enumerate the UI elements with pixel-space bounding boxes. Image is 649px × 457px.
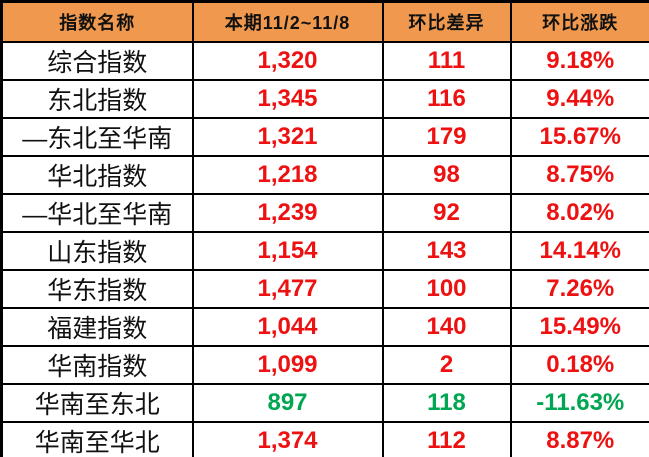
change-value-cell: 15.49% — [509, 306, 649, 347]
current-value-cell: 897 — [191, 382, 384, 423]
change-value-cell: 14.14% — [509, 230, 649, 271]
change-value-cell: 8.75% — [509, 154, 649, 195]
table-row: 山东指数 1,154 143 14.14% — [0, 230, 649, 271]
table-row: —华北至华南 1,239 92 8.02% — [0, 192, 649, 233]
current-value-cell: 1,374 — [191, 420, 384, 457]
col-header-current-period: 本期11/2~11/8 — [191, 0, 384, 43]
current-value-cell: 1,218 — [191, 154, 384, 195]
index-name-cell: 华北指数 — [0, 154, 194, 195]
table-row: —东北至华南 1,321 179 15.67% — [0, 116, 649, 157]
current-value-cell: 1,099 — [191, 344, 384, 385]
diff-value-cell: 116 — [381, 78, 512, 119]
table-row: 华南至东北 897 118 -11.63% — [0, 382, 649, 423]
index-name-cell: 福建指数 — [0, 306, 194, 347]
index-name-cell: 华南至华北 — [0, 420, 194, 457]
col-header-mom-diff: 环比差异 — [381, 0, 512, 43]
table-body: 综合指数 1,320 111 9.18% 东北指数 1,345 116 9.44% —东北至华南… — [0, 40, 649, 457]
diff-value-cell: 92 — [381, 192, 512, 233]
diff-value-cell: 111 — [381, 40, 512, 81]
current-value-cell: 1,239 — [191, 192, 384, 233]
current-value-cell: 1,154 — [191, 230, 384, 271]
diff-value-cell: 2 — [381, 344, 512, 385]
change-value-cell: 0.18% — [509, 344, 649, 385]
table-row: 东北指数 1,345 116 9.44% — [0, 78, 649, 119]
index-name-cell: 综合指数 — [0, 40, 194, 81]
index-name-cell: 华南至东北 — [0, 382, 194, 423]
index-name-cell: —华北至华南 — [0, 192, 194, 233]
diff-value-cell: 179 — [381, 116, 512, 157]
change-value-cell: 9.44% — [509, 78, 649, 119]
diff-value-cell: 143 — [381, 230, 512, 271]
index-name-cell: —东北至华南 — [0, 116, 194, 157]
col-header-index-name: 指数名称 — [0, 0, 194, 43]
table-header: 指数名称 本期11/2~11/8 环比差异 环比涨跌 — [0, 0, 649, 43]
index-name-cell: 华南指数 — [0, 344, 194, 385]
table-row: 福建指数 1,044 140 15.49% — [0, 306, 649, 347]
diff-value-cell: 118 — [381, 382, 512, 423]
current-value-cell: 1,477 — [191, 268, 384, 309]
table-row: 华南至华北 1,374 112 8.87% — [0, 420, 649, 457]
change-value-cell: 8.87% — [509, 420, 649, 457]
diff-value-cell: 100 — [381, 268, 512, 309]
col-header-mom-change: 环比涨跌 — [509, 0, 649, 43]
change-value-cell: 15.67% — [509, 116, 649, 157]
index-name-cell: 山东指数 — [0, 230, 194, 271]
current-value-cell: 1,320 — [191, 40, 384, 81]
change-value-cell: 8.02% — [509, 192, 649, 233]
table-row: 华北指数 1,218 98 8.75% — [0, 154, 649, 195]
current-value-cell: 1,044 — [191, 306, 384, 347]
diff-value-cell: 98 — [381, 154, 512, 195]
table-row: 华东指数 1,477 100 7.26% — [0, 268, 649, 309]
change-value-cell: -11.63% — [509, 382, 649, 423]
index-name-cell: 华东指数 — [0, 268, 194, 309]
current-value-cell: 1,345 — [191, 78, 384, 119]
table-row: 华南指数 1,099 2 0.18% — [0, 344, 649, 385]
table-row: 综合指数 1,320 111 9.18% — [0, 40, 649, 81]
header-row: 指数名称 本期11/2~11/8 环比差异 环比涨跌 — [0, 0, 649, 43]
index-name-cell: 东北指数 — [0, 78, 194, 119]
change-value-cell: 9.18% — [509, 40, 649, 81]
current-value-cell: 1,321 — [191, 116, 384, 157]
change-value-cell: 7.26% — [509, 268, 649, 309]
diff-value-cell: 140 — [381, 306, 512, 347]
diff-value-cell: 112 — [381, 420, 512, 457]
